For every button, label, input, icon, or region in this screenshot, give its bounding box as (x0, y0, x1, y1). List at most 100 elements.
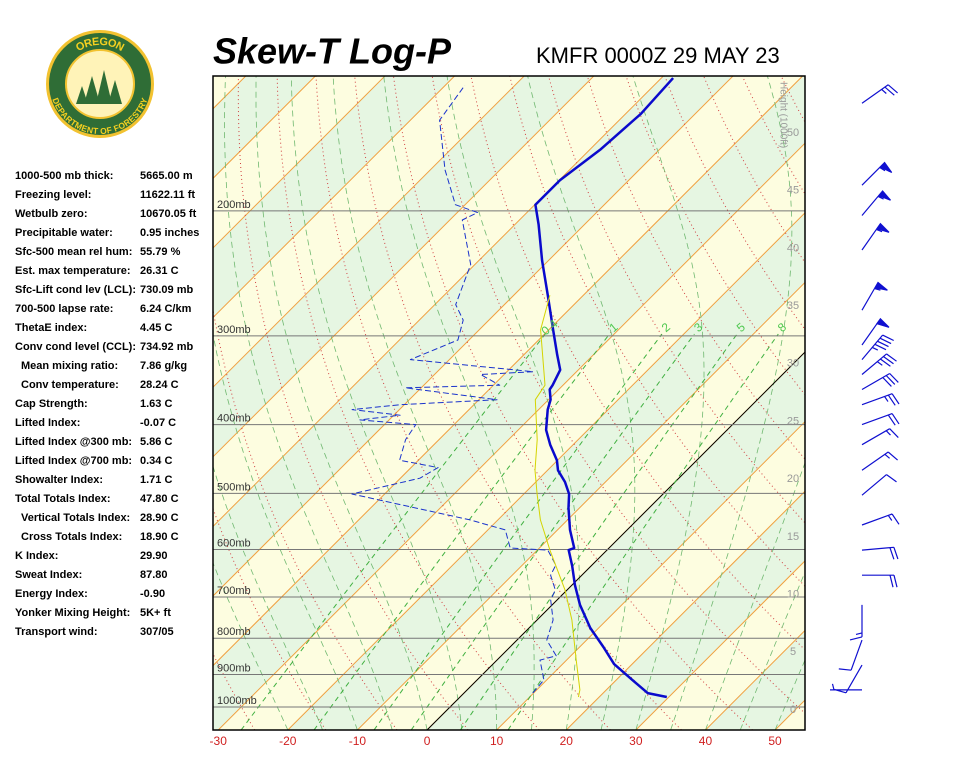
stat-value: 4.45 C (140, 322, 172, 334)
logo-tree (96, 70, 112, 104)
stat-label: Lifted Index @300 mb: (15, 436, 132, 448)
wind-barb (862, 574, 898, 588)
y2-tick-label: 50 (787, 127, 799, 139)
logo: OREGON DEPARTMENT OF FORESTRY (46, 30, 154, 138)
stat-label: Est. max temperature: (15, 265, 131, 277)
stat-value: 1.63 C (140, 398, 172, 410)
dry-adiabat (936, 76, 960, 730)
dry-adiabat (780, 76, 805, 124)
moist-adiabat (213, 561, 289, 730)
y-tick-label: 700mb (217, 585, 251, 597)
isotherm (213, 76, 734, 597)
dry-adiabat (897, 76, 960, 730)
wind-barb (838, 639, 863, 671)
plot-frame (212, 75, 806, 731)
wind-barb (861, 161, 893, 186)
logo-tree (84, 76, 100, 104)
stat-value: 47.80 C (140, 493, 179, 505)
logo-tree (108, 80, 122, 104)
y2-tick-label: 40 (787, 242, 799, 254)
stat-value: 18.90 C (140, 531, 179, 543)
y2-tick-label: 5 (790, 646, 796, 658)
wind-barb (861, 393, 900, 406)
dry-adiabat (548, 76, 805, 524)
moist-adiabat (739, 571, 805, 730)
stat-label: Mean mixing ratio: (21, 360, 118, 372)
wind-barb (861, 513, 900, 526)
stat-label: 1000-500 mb thick: (15, 170, 113, 182)
logo-tree (76, 86, 88, 104)
logo-center (65, 49, 135, 119)
isotherm (213, 76, 595, 458)
stat-label: Yonker Mixing Height: (15, 607, 130, 619)
x-tick-label: 10 (490, 734, 504, 748)
isotherm (213, 76, 803, 667)
stat-label: Wetbulb zero: (15, 208, 88, 220)
stat-value: 1.71 C (140, 474, 172, 486)
wind-barb (830, 683, 862, 691)
y2-tick-label: 0 (790, 704, 796, 716)
stat-label: Total Totals Index: (15, 493, 111, 505)
plot-data (351, 77, 675, 699)
stat-value: -0.90 (140, 588, 165, 600)
stat-label: Conv temperature: (21, 379, 119, 391)
wind-barb (833, 664, 863, 694)
stat-value: 307/05 (140, 626, 174, 638)
wind-barb (861, 334, 894, 360)
moist-adiabat (255, 76, 428, 730)
y-tick-label: 1000mb (217, 695, 257, 707)
wind-barb (849, 604, 863, 641)
stat-value: 28.24 C (140, 379, 179, 391)
moist-adiabat (213, 332, 358, 730)
y-tick-label: 300mb (217, 324, 251, 336)
stat-value: 730.09 mb (140, 284, 193, 296)
stat-value: 26.31 C (140, 265, 179, 277)
stat-label: Sfc-Lift cond lev (LCL): (15, 284, 136, 296)
dry-adiabat (354, 76, 682, 730)
wind-barb (861, 546, 899, 560)
plot-background (213, 76, 960, 730)
logo-top: OREGON (74, 36, 126, 54)
stat-label: Cross Totals Index: (21, 531, 122, 543)
mixing-ratio-line (373, 333, 663, 730)
x-tick-label: -10 (349, 734, 367, 748)
stat-label: Transport wind: (15, 626, 98, 638)
stat-value: 11622.11 ft (140, 189, 195, 201)
wind-barb (861, 413, 900, 426)
dry-adiabat (664, 76, 805, 331)
x-tick-label: -30 (210, 734, 228, 748)
stat-label: K Index: (15, 550, 58, 562)
chart-title: Skew-T Log-P (213, 31, 452, 72)
wind-barb (861, 190, 891, 216)
stat-label: Cap Strength: (15, 398, 88, 410)
y2-tick-label: 25 (787, 415, 799, 427)
wind-barb (861, 428, 899, 446)
isotherm (213, 76, 455, 319)
freezing-isotherm (426, 351, 805, 730)
stat-value: 5665.00 m (140, 170, 193, 182)
isotherm (496, 420, 805, 730)
stats-panel: 1000-500 mb thick: 5665.00 m Freezing leve… (15, 170, 199, 638)
stat-value: 87.80 (140, 569, 168, 581)
stat-label: Showalter Index: (15, 474, 103, 486)
isotherm (635, 560, 805, 730)
y2-tick-label: 45 (787, 185, 799, 197)
stat-label: 700-500 lapse rate: (15, 303, 113, 315)
moist-adiabat (213, 465, 323, 730)
x-tick-label: -20 (279, 734, 297, 748)
moist-adiabat (705, 461, 805, 730)
stat-label: Sweat Index: (15, 569, 82, 581)
y2-tick-label: 30 (787, 358, 799, 370)
stat-label: Lifted Index: (15, 417, 80, 429)
stat-value: 28.90 C (140, 512, 179, 524)
stat-value: 5.86 C (140, 436, 172, 448)
stat-value: -0.07 C (140, 417, 176, 429)
mixing-ratio-line (507, 333, 779, 730)
x-tick-label: 20 (560, 734, 574, 748)
moist-adiabat (774, 659, 805, 730)
moist-adiabat (332, 76, 497, 730)
y-tick-label: 500mb (217, 481, 251, 493)
y2-tick-label: 35 (787, 300, 799, 312)
stat-value: 7.86 g/kg (140, 360, 187, 372)
